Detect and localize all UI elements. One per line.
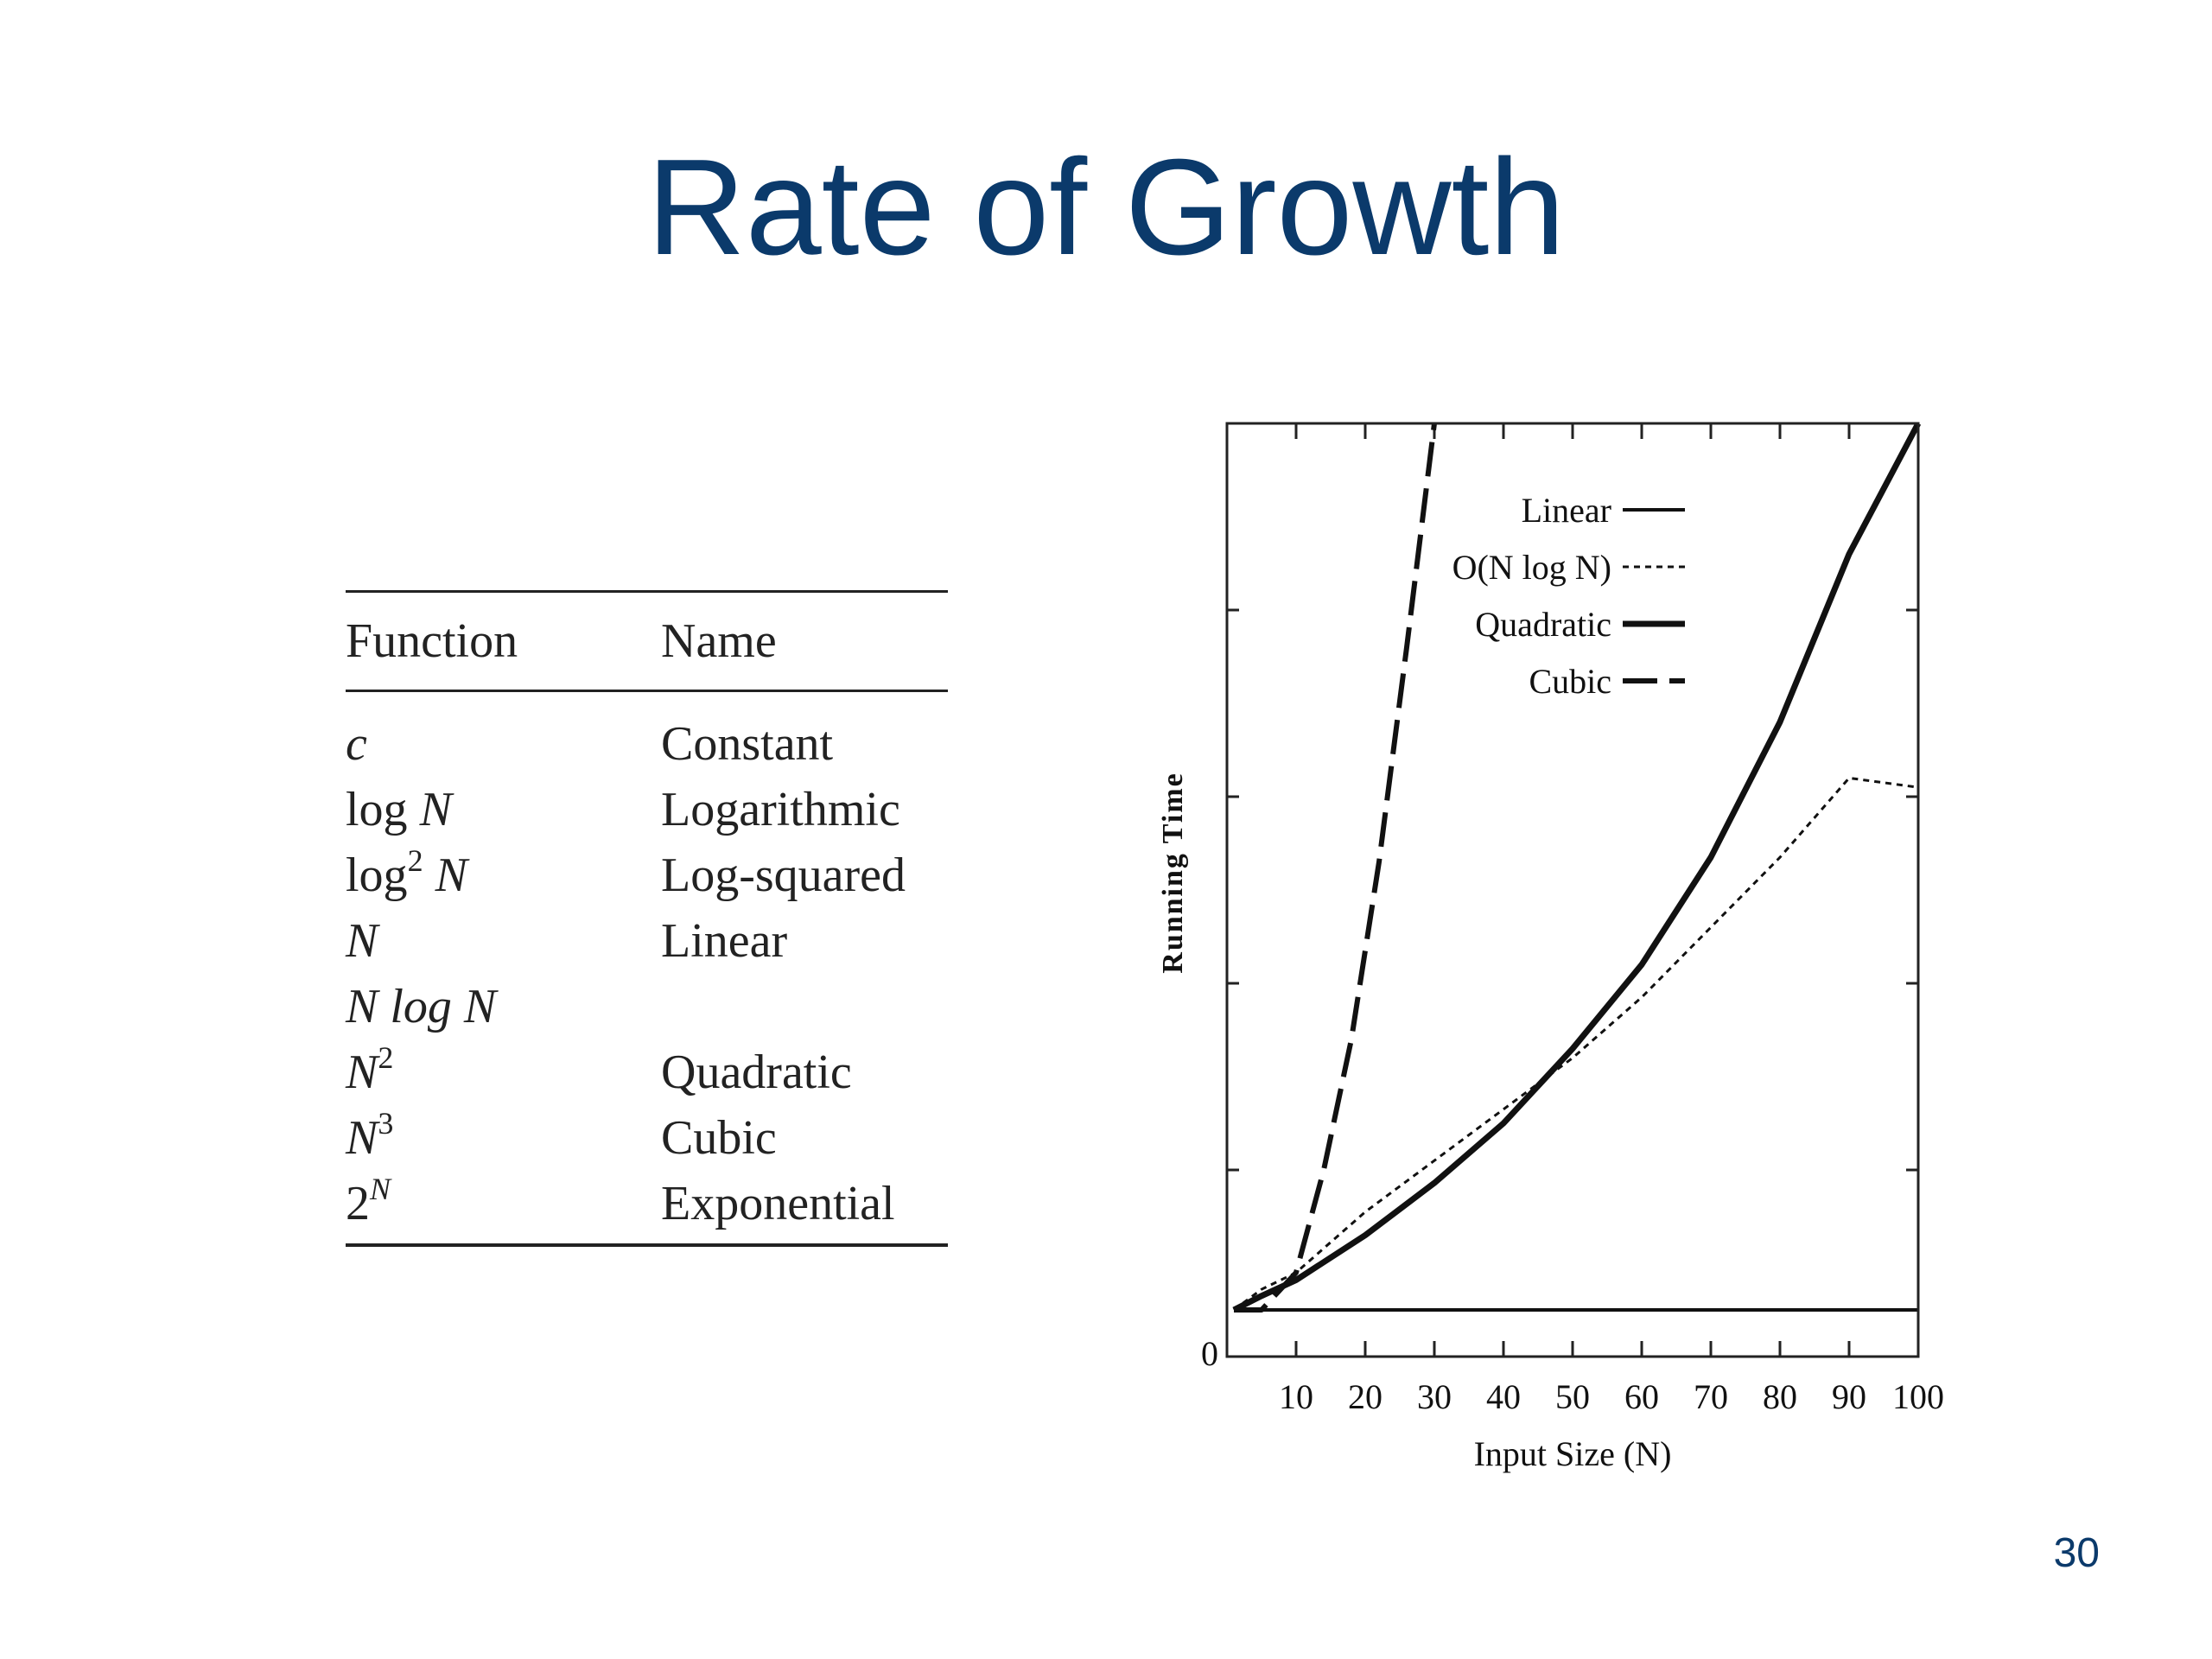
- name-cell: Cubic: [661, 1111, 777, 1165]
- x-tick-label: 70: [1694, 1377, 1728, 1416]
- x-tick-label: 50: [1555, 1377, 1590, 1416]
- table-top-rule: [346, 590, 948, 593]
- table-row: log N Logarithmic: [346, 777, 948, 842]
- legend-label: O(N log N): [1452, 548, 1611, 587]
- name-cell: Constant: [661, 717, 834, 771]
- function-exponent: 2: [378, 1040, 394, 1075]
- table-header-row: Function Name: [346, 593, 948, 690]
- slide-title: Rate of Growth: [646, 131, 1566, 283]
- x-tick-label: 10: [1279, 1377, 1313, 1416]
- table-row: log2 N Log-squared: [346, 842, 948, 908]
- function-exponent: N: [370, 1172, 391, 1206]
- chart-legend: Linear O(N log N) Quadratic Cubic: [1452, 491, 1685, 701]
- x-tick-label: 80: [1763, 1377, 1797, 1416]
- table-header-rule: [346, 690, 948, 692]
- function-exponent: 2: [407, 843, 423, 878]
- function-tail: N: [419, 783, 452, 836]
- function-base: log: [346, 849, 408, 902]
- function-base: 2: [346, 1177, 370, 1230]
- function-base: log: [346, 783, 420, 836]
- function-base: N: [346, 1046, 378, 1099]
- function-cell: N: [346, 913, 661, 969]
- name-cell: Linear: [661, 914, 788, 968]
- name-cell: Logarithmic: [661, 783, 900, 836]
- series-line: [1232, 422, 1922, 1313]
- name-cell: Quadratic: [661, 1046, 852, 1099]
- function-cell: c: [346, 716, 661, 772]
- growth-chart: 10 20 30 40 50 60 70 80 90 100 0 Input Size (N) R…: [1157, 422, 1944, 1473]
- legend-label: Linear: [1522, 491, 1611, 530]
- table-row: c Constant: [346, 711, 948, 777]
- x-axis-title: Input Size (N): [1474, 1434, 1672, 1473]
- function-cell: 2N: [346, 1172, 661, 1231]
- function-cell: N2: [346, 1040, 661, 1100]
- x-tick-label: 60: [1624, 1377, 1659, 1416]
- function-column-header: Function: [346, 614, 518, 668]
- page-number: 30: [2053, 1530, 2100, 1576]
- x-tick-label: 20: [1348, 1377, 1382, 1416]
- function-base: N log N: [346, 980, 497, 1033]
- table-bottom-rule: [346, 1243, 948, 1247]
- plot-frame: [1225, 422, 1920, 1358]
- series-line: [1234, 423, 1437, 1313]
- function-cell: N log N: [346, 979, 661, 1034]
- table-body: c Constant log N Logarithmic log2 N Log-…: [346, 692, 948, 1243]
- legend-label: Quadratic: [1475, 605, 1611, 644]
- function-tail: N: [423, 849, 467, 902]
- function-base: c: [346, 717, 367, 771]
- table-row: N2 Quadratic: [346, 1039, 948, 1105]
- function-base: N: [346, 914, 378, 968]
- growth-function-table: Function Name c Constant log N Logarithm…: [346, 590, 948, 1247]
- x-tick-label: 100: [1892, 1377, 1944, 1416]
- table-row: N log N: [346, 974, 948, 1039]
- y-axis-title: Running Time: [1157, 772, 1189, 973]
- x-tick-label: 30: [1417, 1377, 1452, 1416]
- y-tick-label: 0: [1201, 1334, 1218, 1373]
- x-tick-labels: 10 20 30 40 50 60 70 80 90 100: [1279, 1377, 1944, 1416]
- function-base: N: [346, 1111, 378, 1165]
- function-cell: N3: [346, 1106, 661, 1166]
- x-tick-label: 40: [1486, 1377, 1521, 1416]
- table-row: N Linear: [346, 908, 948, 974]
- name-cell: Exponential: [661, 1177, 895, 1230]
- table-row: 2N Exponential: [346, 1171, 948, 1236]
- x-tick-label: 90: [1832, 1377, 1866, 1416]
- function-cell: log N: [346, 782, 661, 837]
- table-row: N3 Cubic: [346, 1105, 948, 1171]
- legend-label: Cubic: [1529, 662, 1611, 701]
- function-cell: log2 N: [346, 843, 661, 903]
- name-cell: Log-squared: [661, 849, 906, 902]
- name-column-header: Name: [661, 614, 777, 668]
- function-exponent: 3: [378, 1106, 394, 1141]
- series-lines: [1232, 422, 1922, 1313]
